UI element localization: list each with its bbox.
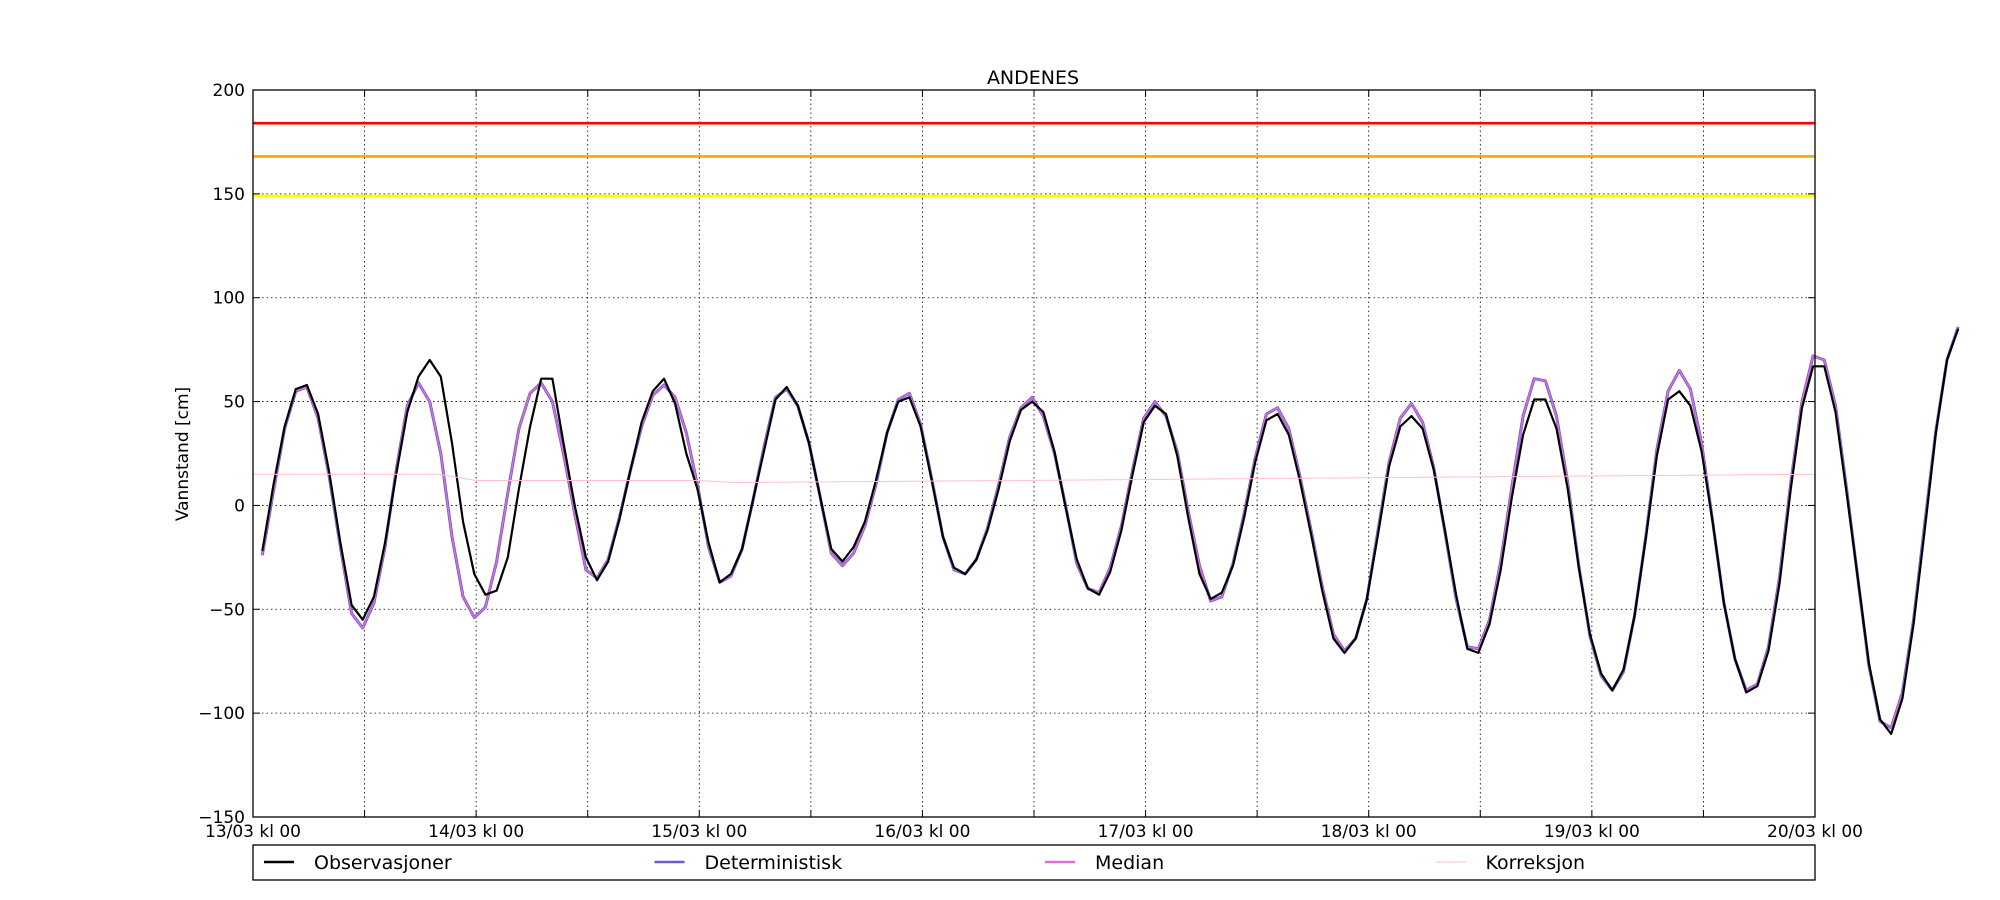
x-axis-ticks: 13/03 kl 00 14/03 kl 00 15/03 kl 00 16/03 k… — [205, 90, 1863, 842]
grid-lines — [253, 90, 1815, 817]
y-tick-label: 50 — [223, 393, 245, 413]
x-tick-label: 15/03 kl 00 — [651, 822, 747, 842]
legend: Observasjoner Deterministisk Median Korreks… — [252, 844, 1816, 881]
y-tick-label: −150 — [198, 808, 245, 828]
y-tick-label: 0 — [234, 496, 245, 516]
x-tick-label: 20/03 kl 00 — [1767, 822, 1863, 842]
legend-label-median: Median — [1095, 852, 1164, 874]
x-tick-label: 16/03 kl 00 — [874, 822, 970, 842]
y-axis-ticks: −150 −100 −50 0 50 100 150 200 — [198, 81, 1815, 828]
chart-title: ANDENES — [987, 67, 1079, 89]
y-tick-label: 100 — [213, 289, 245, 309]
legend-label-observasjoner: Observasjoner — [314, 852, 452, 874]
y-tick-label: −100 — [198, 704, 245, 724]
y-axis-label: Vannstand [cm] — [173, 387, 193, 521]
legend-label-deterministisk: Deterministisk — [705, 852, 843, 874]
y-tick-label: 200 — [213, 81, 245, 101]
legend-label-korreksjon: Korreksjon — [1486, 852, 1586, 874]
series-line-korreksjon — [253, 473, 1816, 484]
legend-box — [252, 844, 1816, 881]
x-tick-label: 17/03 kl 00 — [1098, 822, 1194, 842]
x-tick-label: 19/03 kl 00 — [1544, 822, 1640, 842]
series-lines — [253, 326, 1960, 736]
x-tick-label: 13/03 kl 00 — [205, 822, 301, 842]
x-tick-label: 18/03 kl 00 — [1321, 822, 1417, 842]
y-tick-label: 150 — [213, 185, 245, 205]
y-tick-label: −50 — [209, 600, 245, 620]
series-line-observasjoner — [261, 328, 1960, 736]
threshold-lines — [253, 121, 1815, 198]
x-tick-label: 14/03 kl 00 — [428, 822, 524, 842]
